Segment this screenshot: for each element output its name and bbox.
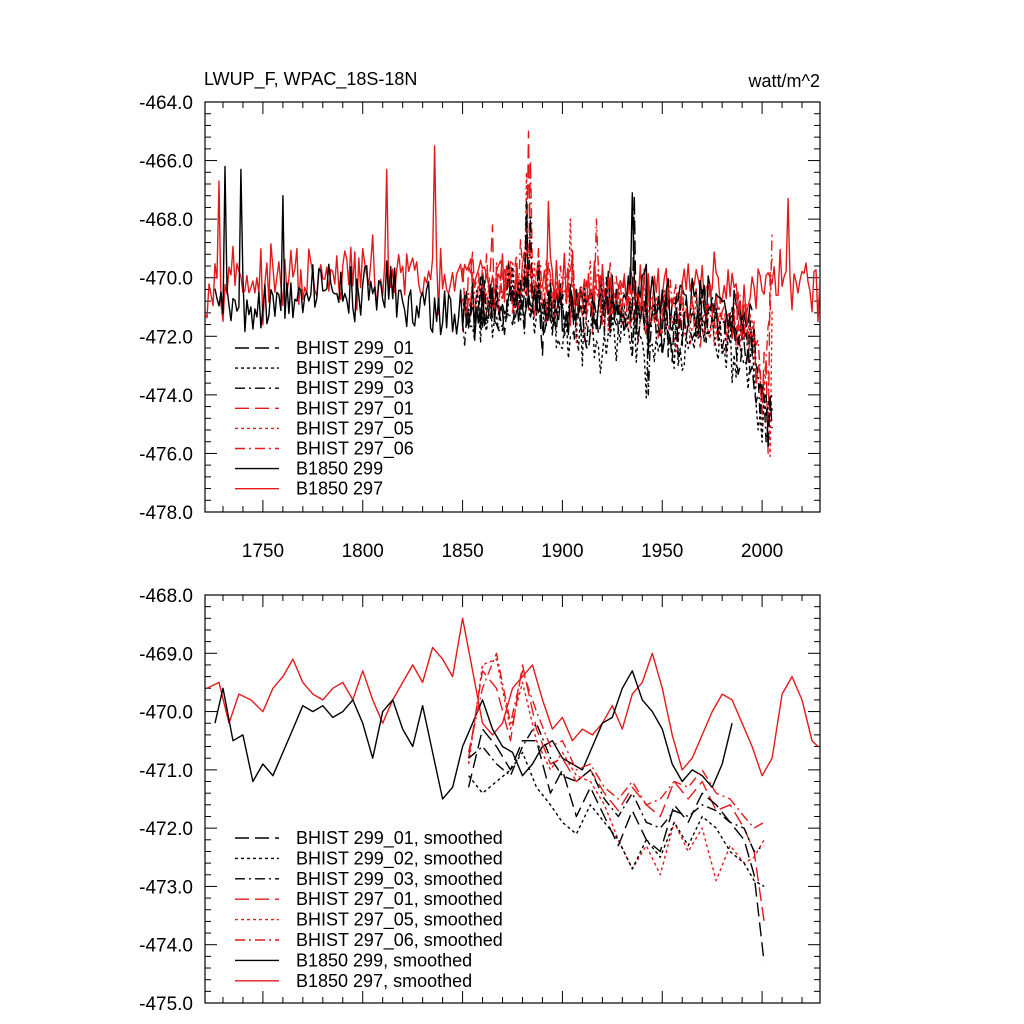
- y-tick-label: -473.0: [139, 877, 193, 898]
- y-tick-label: -472.0: [139, 819, 193, 840]
- series-line-bhist-297-01-smoothed: [467, 664, 765, 922]
- y-tick-label: -468.0: [139, 210, 193, 231]
- legend-label: BHIST 297_01, smoothed: [296, 889, 503, 910]
- legend-label: BHIST 297_06: [296, 439, 414, 460]
- y-tick-label: -469.0: [139, 644, 193, 665]
- series-line-bhist-297-05: [461, 171, 773, 458]
- y-tick-label: -472.0: [139, 327, 193, 348]
- y-tick-label: -470.0: [139, 269, 193, 290]
- y-tick-label: -475.0: [139, 994, 193, 1015]
- legend-label: B1850 299: [296, 459, 383, 479]
- series-line-b1850-299-smoothed: [214, 670, 733, 800]
- series-line-bhist-297-05-smoothed: [467, 658, 765, 882]
- y-tick-label: -476.0: [139, 444, 193, 465]
- legend-label: BHIST 297_06, smoothed: [296, 930, 503, 951]
- series-group: [205, 130, 820, 458]
- series-line-bhist-299-01-smoothed: [467, 728, 765, 963]
- y-tick-label: -466.0: [139, 152, 193, 173]
- plot-frame: [204, 594, 821, 1004]
- legend-label: BHIST 299_03: [296, 378, 414, 399]
- y-tick-label: -478.0: [139, 503, 193, 524]
- x-tick-label: 2000: [741, 541, 783, 562]
- units-label: watt/m^2: [748, 71, 820, 91]
- legend-label: BHIST 297_05: [296, 418, 414, 439]
- y-tick-label: -474.0: [139, 386, 193, 407]
- legend-label: BHIST 299_01, smoothed: [296, 828, 503, 849]
- top-panel: -464.0 -466.0 -468.0 -470.0 -472.0 -474.0 -476…: [139, 93, 821, 562]
- series-line-b1850-297-smoothed: [206, 617, 819, 777]
- legend-label: B1850 297: [296, 479, 383, 499]
- legend-label: BHIST 299_02: [296, 358, 414, 379]
- legend-label: BHIST 299_03, smoothed: [296, 869, 503, 890]
- series-line-bhist-299-01: [461, 195, 773, 449]
- series-line-bhist-297-06-smoothed: [467, 652, 765, 829]
- y-tick-label: -474.0: [139, 936, 193, 957]
- legend-label: BHIST 299_01: [296, 338, 414, 359]
- plot-frame: [204, 101, 821, 513]
- series-line-b1850-299: [214, 165, 753, 355]
- legend-label: B1850 299, smoothed: [296, 950, 472, 970]
- bottom-panel: -468.0 -469.0 -470.0 -471.0 -472.0 -473.0 -474…: [139, 586, 821, 1015]
- legend-label: B1850 297, smoothed: [296, 971, 472, 991]
- y-tick-label: -471.0: [139, 761, 193, 782]
- y-tick-label: -470.0: [139, 703, 193, 724]
- x-tick-label: 1900: [541, 541, 583, 562]
- x-tick-label: 1750: [242, 541, 284, 562]
- x-tick-label: 1850: [441, 541, 483, 562]
- series-line-bhist-299-02: [461, 230, 773, 443]
- y-tick-label: -464.0: [139, 93, 193, 114]
- legend-label: BHIST 297_01: [296, 398, 414, 419]
- series-line-bhist-299-02-smoothed: [468, 751, 765, 888]
- chart-title: LWUP_F, WPAC_18S-18N: [204, 69, 417, 90]
- x-tick-label: 1800: [342, 541, 384, 562]
- series-group: [206, 617, 819, 963]
- x-tick-label: 1950: [641, 541, 683, 562]
- y-tick-label: -468.0: [139, 586, 193, 607]
- series-line-bhist-299-03-smoothed: [468, 722, 765, 853]
- legend-label: BHIST 297_05, smoothed: [296, 910, 503, 931]
- legend-label: BHIST 299_02, smoothed: [296, 848, 503, 869]
